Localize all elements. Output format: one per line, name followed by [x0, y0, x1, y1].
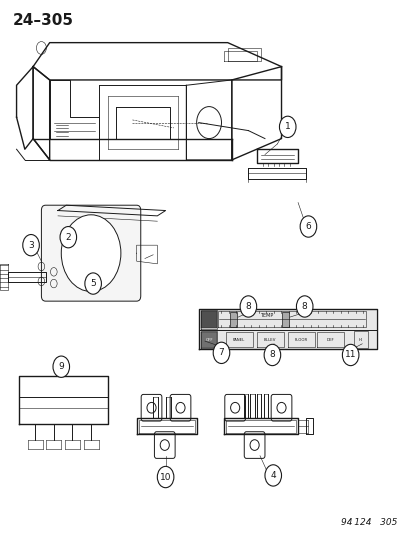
Text: 1: 1	[284, 123, 290, 131]
Text: 4: 4	[270, 471, 275, 480]
FancyBboxPatch shape	[41, 205, 140, 301]
Text: 7: 7	[218, 349, 224, 357]
Circle shape	[53, 356, 69, 377]
Circle shape	[157, 466, 173, 488]
Text: 8: 8	[269, 351, 275, 359]
FancyBboxPatch shape	[229, 312, 237, 327]
Circle shape	[279, 116, 295, 138]
FancyBboxPatch shape	[281, 312, 288, 327]
Text: HI: HI	[358, 337, 362, 342]
Circle shape	[85, 273, 101, 294]
Text: 6: 6	[305, 222, 311, 231]
Circle shape	[213, 342, 229, 364]
Circle shape	[60, 227, 76, 248]
Circle shape	[23, 235, 39, 256]
Circle shape	[263, 344, 280, 366]
Text: 5: 5	[90, 279, 96, 288]
Circle shape	[299, 216, 316, 237]
Text: TEMP: TEMP	[260, 312, 273, 318]
Text: 94 124   305: 94 124 305	[340, 518, 396, 527]
Text: PANEL: PANEL	[233, 337, 244, 342]
Text: OFF: OFF	[205, 337, 212, 342]
Text: 8: 8	[301, 302, 307, 311]
Text: 9: 9	[58, 362, 64, 371]
Text: 10: 10	[159, 473, 171, 481]
Text: 11: 11	[344, 351, 356, 359]
Text: 8: 8	[245, 302, 251, 311]
Text: 2: 2	[65, 233, 71, 241]
FancyBboxPatch shape	[201, 332, 216, 348]
Text: DEF: DEF	[325, 337, 333, 342]
Circle shape	[240, 296, 256, 317]
Circle shape	[342, 344, 358, 366]
Text: 3: 3	[28, 241, 34, 249]
Circle shape	[296, 296, 312, 317]
FancyBboxPatch shape	[201, 311, 216, 328]
Circle shape	[61, 215, 121, 292]
Text: 24–305: 24–305	[12, 13, 73, 28]
Text: BI-LEV: BI-LEV	[263, 337, 275, 342]
Text: FLOOR: FLOOR	[294, 337, 307, 342]
Circle shape	[264, 465, 281, 486]
FancyBboxPatch shape	[199, 310, 375, 349]
